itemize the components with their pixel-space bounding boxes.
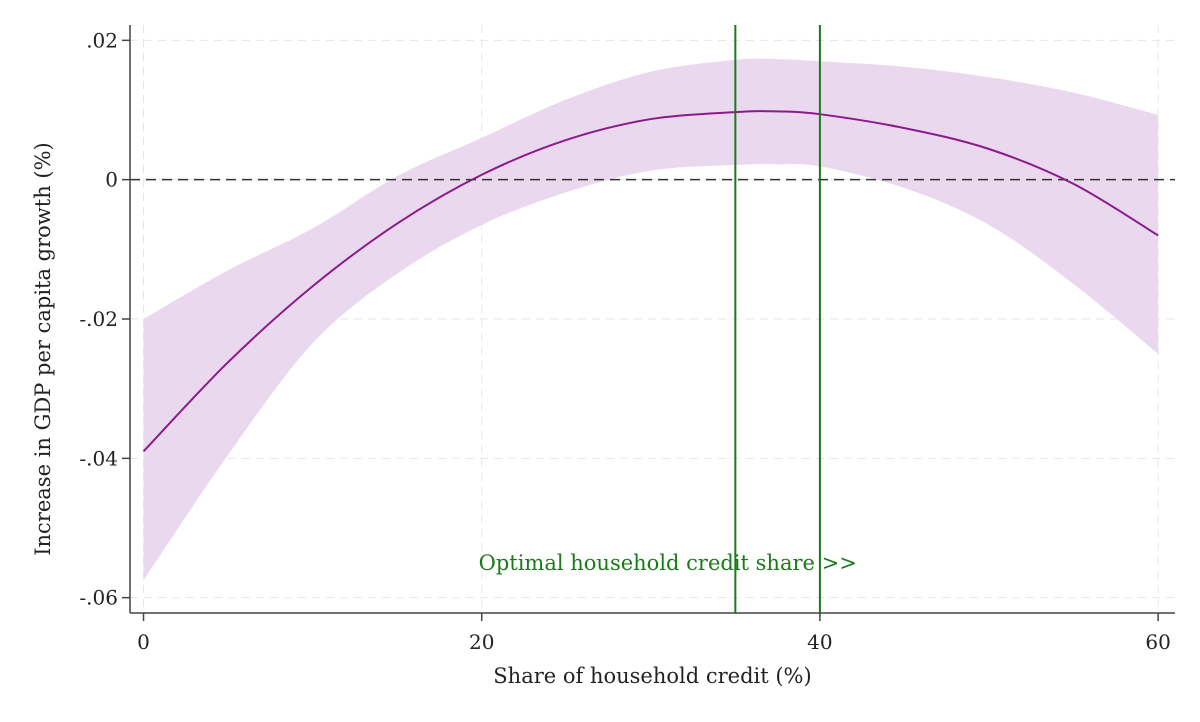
y-axis-title: Increase in GDP per capita growth (%) xyxy=(31,142,55,556)
series-line xyxy=(142,110,1159,453)
x-tick-label: 0 xyxy=(137,630,150,654)
annotation-optimal-share: Optimal household credit share >> xyxy=(479,551,857,575)
x-tick-label: 20 xyxy=(469,630,494,654)
y-tick-label: 0 xyxy=(105,168,118,192)
y-tick-label: -.04 xyxy=(79,446,118,470)
y-tick-label: -.02 xyxy=(79,307,118,331)
confidence-band xyxy=(143,58,1159,581)
vertical-reference-lines xyxy=(734,25,821,613)
x-ticks: 0 20 40 60 xyxy=(137,613,1171,654)
y-ticks: .02 0 -.02 -.04 -.06 xyxy=(79,28,130,610)
x-tick-label: 40 xyxy=(807,630,832,654)
x-tick-label: 60 xyxy=(1145,630,1170,654)
y-tick-label: .02 xyxy=(86,28,118,52)
x-axis-title: Share of household credit (%) xyxy=(493,664,811,688)
y-tick-label: -.06 xyxy=(79,586,118,610)
